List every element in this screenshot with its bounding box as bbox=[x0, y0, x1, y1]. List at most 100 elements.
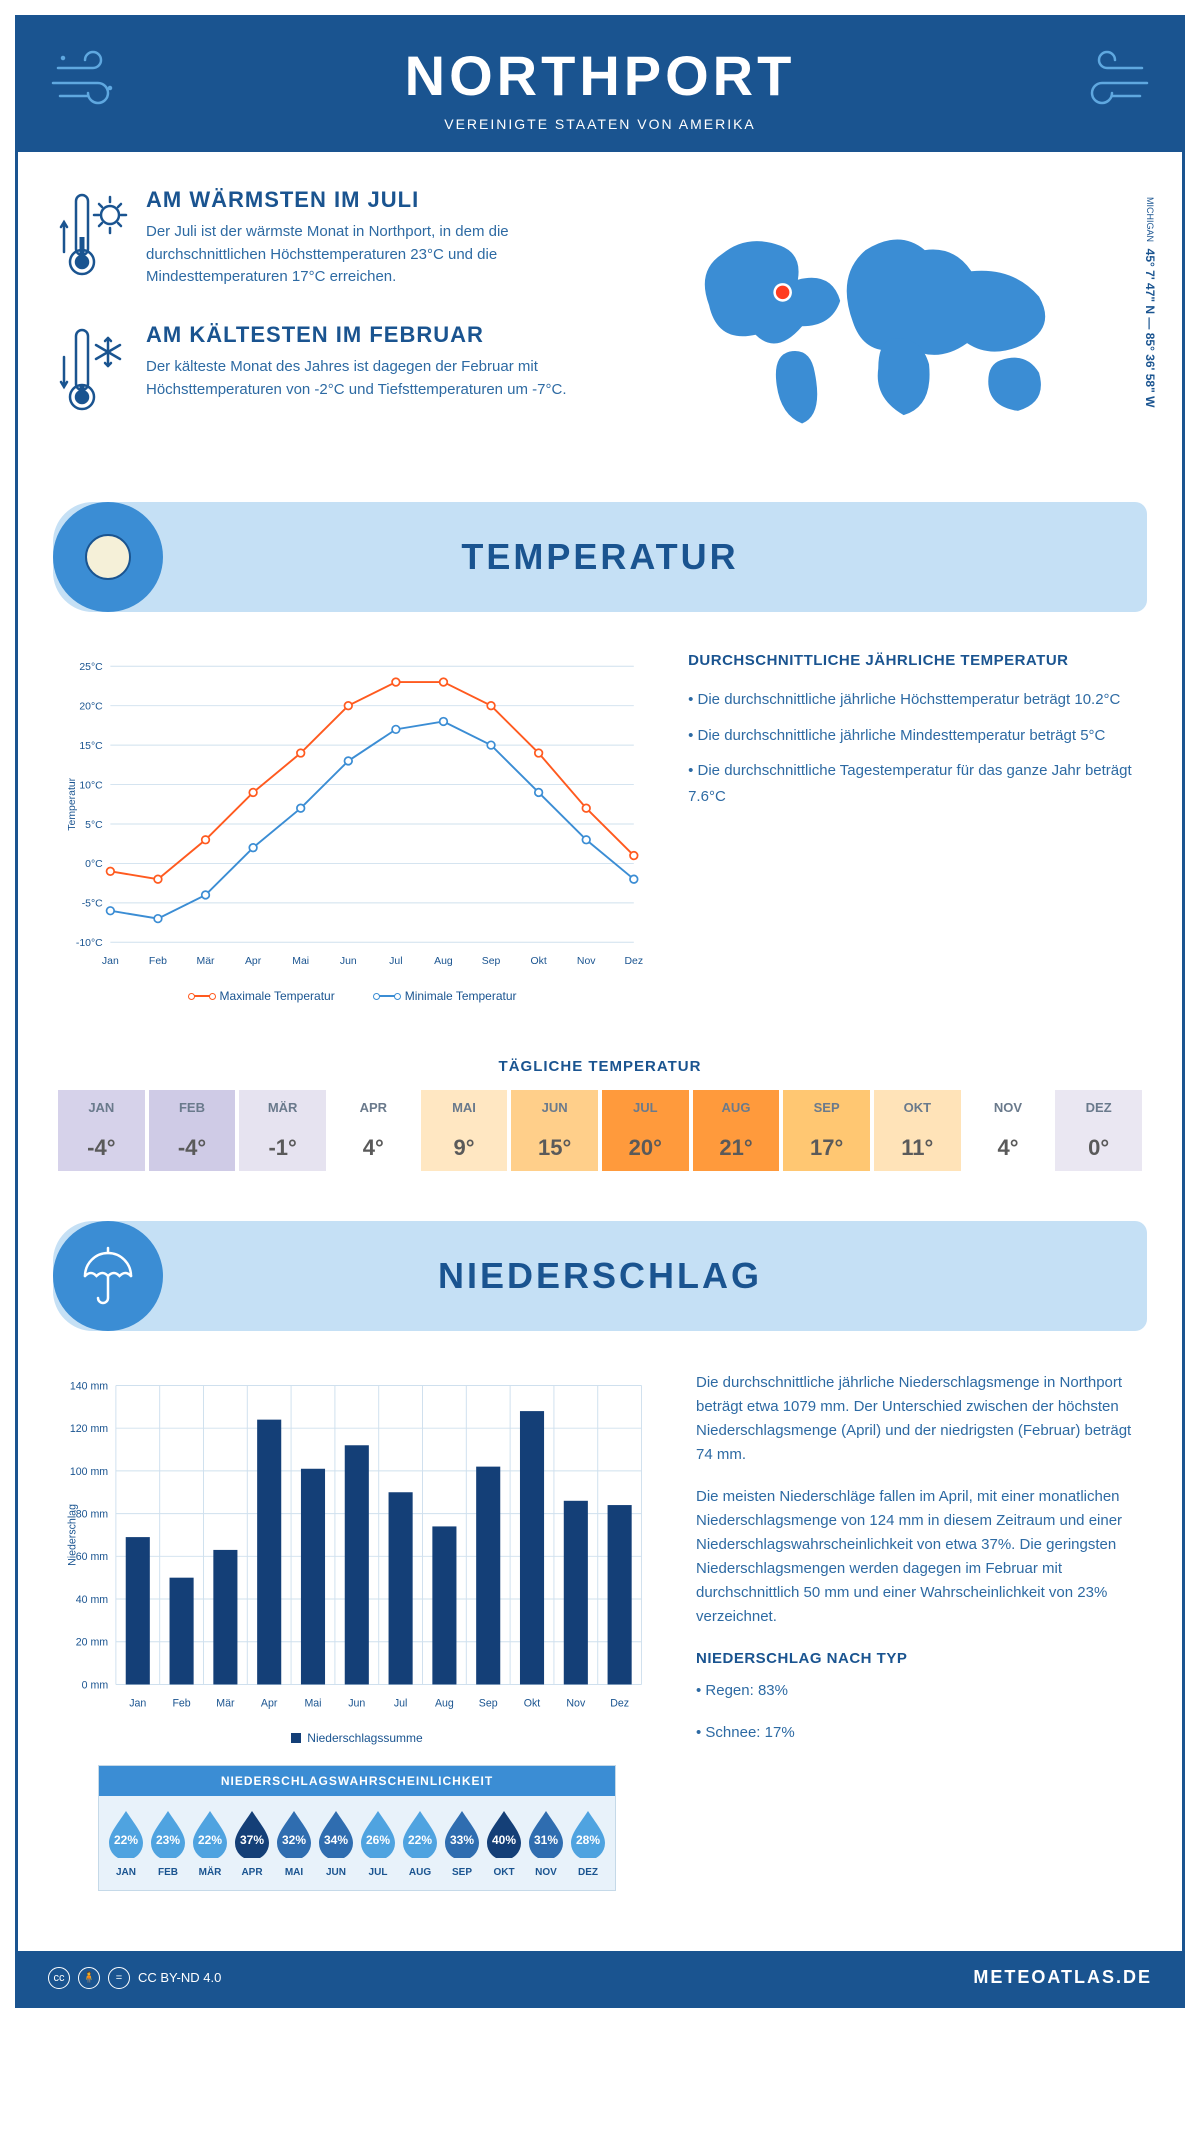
svg-text:Jul: Jul bbox=[389, 956, 402, 967]
prob-title: NIEDERSCHLAGSWAHRSCHEINLICHKEIT bbox=[99, 1766, 615, 1796]
temp-bullet: • Die durchschnittliche jährliche Höchst… bbox=[688, 687, 1142, 713]
by-icon: 🧍 bbox=[78, 1967, 100, 1989]
prob-drop: 22%JAN bbox=[105, 1808, 147, 1878]
svg-text:Aug: Aug bbox=[435, 1697, 454, 1709]
svg-text:40%: 40% bbox=[492, 1833, 516, 1847]
svg-text:Nov: Nov bbox=[577, 956, 596, 967]
svg-text:60 mm: 60 mm bbox=[76, 1551, 109, 1563]
precip-paragraph: Die meisten Niederschläge fallen im Apri… bbox=[696, 1485, 1142, 1629]
svg-text:5°C: 5°C bbox=[85, 820, 103, 831]
svg-text:22%: 22% bbox=[198, 1833, 222, 1847]
svg-text:32%: 32% bbox=[282, 1833, 306, 1847]
daily-temp-cell: MÄR-1° bbox=[239, 1090, 326, 1171]
world-map bbox=[640, 212, 1142, 432]
svg-text:-10°C: -10°C bbox=[76, 938, 103, 949]
prob-drop: 22%AUG bbox=[399, 1808, 441, 1878]
daily-temp-cell: NOV4° bbox=[965, 1090, 1052, 1171]
wind-icon bbox=[48, 38, 128, 118]
prob-drop: 34%JUN bbox=[315, 1808, 357, 1878]
precip-title: NIEDERSCHLAG bbox=[53, 1221, 1147, 1331]
coordinates: MICHIGAN 45° 7' 47" N — 85° 36' 58" W bbox=[1143, 197, 1157, 407]
header: NORTHPORT VEREINIGTE STAATEN VON AMERIKA bbox=[18, 18, 1182, 152]
daily-temp-cell: DEZ0° bbox=[1055, 1090, 1142, 1171]
svg-text:Mär: Mär bbox=[216, 1697, 235, 1709]
svg-text:Okt: Okt bbox=[531, 956, 547, 967]
svg-text:Niederschlag: Niederschlag bbox=[66, 1504, 78, 1566]
temperature-line-chart: -10°C-5°C0°C5°C10°C15°C20°C25°CJanFebMär… bbox=[58, 652, 648, 976]
coldest-text: Der kälteste Monat des Jahres ist dagege… bbox=[146, 356, 610, 401]
wind-icon bbox=[1072, 38, 1152, 118]
svg-text:0 mm: 0 mm bbox=[82, 1679, 109, 1691]
precip-type-snow: • Schnee: 17% bbox=[696, 1721, 1142, 1745]
svg-text:Sep: Sep bbox=[482, 956, 501, 967]
daily-temp-cell: MAI9° bbox=[421, 1090, 508, 1171]
precipitation-bar-chart: 0 mm20 mm40 mm60 mm80 mm100 mm120 mm140 … bbox=[58, 1371, 656, 1718]
svg-text:Dez: Dez bbox=[625, 956, 644, 967]
svg-text:31%: 31% bbox=[534, 1833, 558, 1847]
footer: cc 🧍 = CC BY-ND 4.0 METEOATLAS.DE bbox=[18, 1951, 1182, 2005]
coldest-block: AM KÄLTESTEN IM FEBRUAR Der kälteste Mon… bbox=[58, 322, 610, 427]
svg-text:Jun: Jun bbox=[348, 1697, 365, 1709]
thermometer-snow-icon bbox=[58, 322, 128, 422]
temperature-legend: Maximale Temperatur Minimale Temperatur bbox=[58, 989, 648, 1003]
sun-icon bbox=[73, 522, 143, 592]
daily-temp-title: TÄGLICHE TEMPERATUR bbox=[18, 1058, 1182, 1075]
svg-text:10°C: 10°C bbox=[79, 780, 103, 791]
prob-drop: 37%APR bbox=[231, 1808, 273, 1878]
svg-text:Jul: Jul bbox=[394, 1697, 408, 1709]
svg-text:120 mm: 120 mm bbox=[70, 1423, 108, 1435]
svg-text:25°C: 25°C bbox=[79, 662, 103, 673]
svg-text:140 mm: 140 mm bbox=[70, 1380, 108, 1392]
svg-text:15°C: 15°C bbox=[79, 741, 103, 752]
daily-temp-cell: JUL20° bbox=[602, 1090, 689, 1171]
coldest-title: AM KÄLTESTEN IM FEBRUAR bbox=[146, 322, 610, 348]
page-subtitle: VEREINIGTE STAATEN VON AMERIKA bbox=[18, 116, 1182, 132]
warmest-title: AM WÄRMSTEN IM JULI bbox=[146, 187, 610, 213]
svg-text:Mai: Mai bbox=[292, 956, 309, 967]
svg-text:Nov: Nov bbox=[566, 1697, 586, 1709]
svg-text:Temperatur: Temperatur bbox=[67, 777, 78, 830]
precip-type-rain: • Regen: 83% bbox=[696, 1679, 1142, 1703]
page-title: NORTHPORT bbox=[18, 43, 1182, 108]
precip-type-head: NIEDERSCHLAG NACH TYP bbox=[696, 1647, 1142, 1671]
daily-temp-cell: AUG21° bbox=[693, 1090, 780, 1171]
svg-text:20°C: 20°C bbox=[79, 702, 103, 713]
daily-temp-cell: JAN-4° bbox=[58, 1090, 145, 1171]
warmest-text: Der Juli ist der wärmste Monat in Northp… bbox=[146, 221, 610, 289]
prob-drop: 40%OKT bbox=[483, 1808, 525, 1878]
daily-temp-cell: APR4° bbox=[330, 1090, 417, 1171]
svg-text:Apr: Apr bbox=[261, 1697, 278, 1709]
prob-drop: 28%DEZ bbox=[567, 1808, 609, 1878]
svg-text:Apr: Apr bbox=[245, 956, 262, 967]
daily-temp-cell: JUN15° bbox=[511, 1090, 598, 1171]
svg-text:Mai: Mai bbox=[304, 1697, 321, 1709]
temperature-section-head: TEMPERATUR bbox=[53, 502, 1147, 612]
svg-text:33%: 33% bbox=[450, 1833, 474, 1847]
thermometer-sun-icon bbox=[58, 187, 128, 287]
svg-text:34%: 34% bbox=[324, 1833, 348, 1847]
svg-text:23%: 23% bbox=[156, 1833, 180, 1847]
daily-temp-grid: JAN-4°FEB-4°MÄR-1°APR4°MAI9°JUN15°JUL20°… bbox=[58, 1090, 1142, 1171]
license-text: CC BY-ND 4.0 bbox=[138, 1970, 221, 1985]
temp-bullet: • Die durchschnittliche jährliche Mindes… bbox=[688, 723, 1142, 749]
svg-text:100 mm: 100 mm bbox=[70, 1465, 108, 1477]
svg-text:Mär: Mär bbox=[197, 956, 216, 967]
precip-paragraph: Die durchschnittliche jährliche Niedersc… bbox=[696, 1371, 1142, 1467]
svg-text:-5°C: -5°C bbox=[82, 899, 103, 910]
svg-text:Feb: Feb bbox=[149, 956, 167, 967]
svg-text:Okt: Okt bbox=[524, 1697, 541, 1709]
brand: METEOATLAS.DE bbox=[973, 1967, 1152, 1988]
prob-drop: 23%FEB bbox=[147, 1808, 189, 1878]
nd-icon: = bbox=[108, 1967, 130, 1989]
prob-drop: 22%MÄR bbox=[189, 1808, 231, 1878]
prob-drop: 26%JUL bbox=[357, 1808, 399, 1878]
svg-text:22%: 22% bbox=[114, 1833, 138, 1847]
svg-text:Feb: Feb bbox=[172, 1697, 190, 1709]
warmest-block: AM WÄRMSTEN IM JULI Der Juli ist der wär… bbox=[58, 187, 610, 292]
precip-probability-box: NIEDERSCHLAGSWAHRSCHEINLICHKEIT 22%JAN23… bbox=[98, 1765, 616, 1891]
svg-text:0°C: 0°C bbox=[85, 859, 103, 870]
prob-drop: 31%NOV bbox=[525, 1808, 567, 1878]
svg-text:80 mm: 80 mm bbox=[76, 1508, 109, 1520]
daily-temp-cell: FEB-4° bbox=[149, 1090, 236, 1171]
prob-drop: 32%MAI bbox=[273, 1808, 315, 1878]
